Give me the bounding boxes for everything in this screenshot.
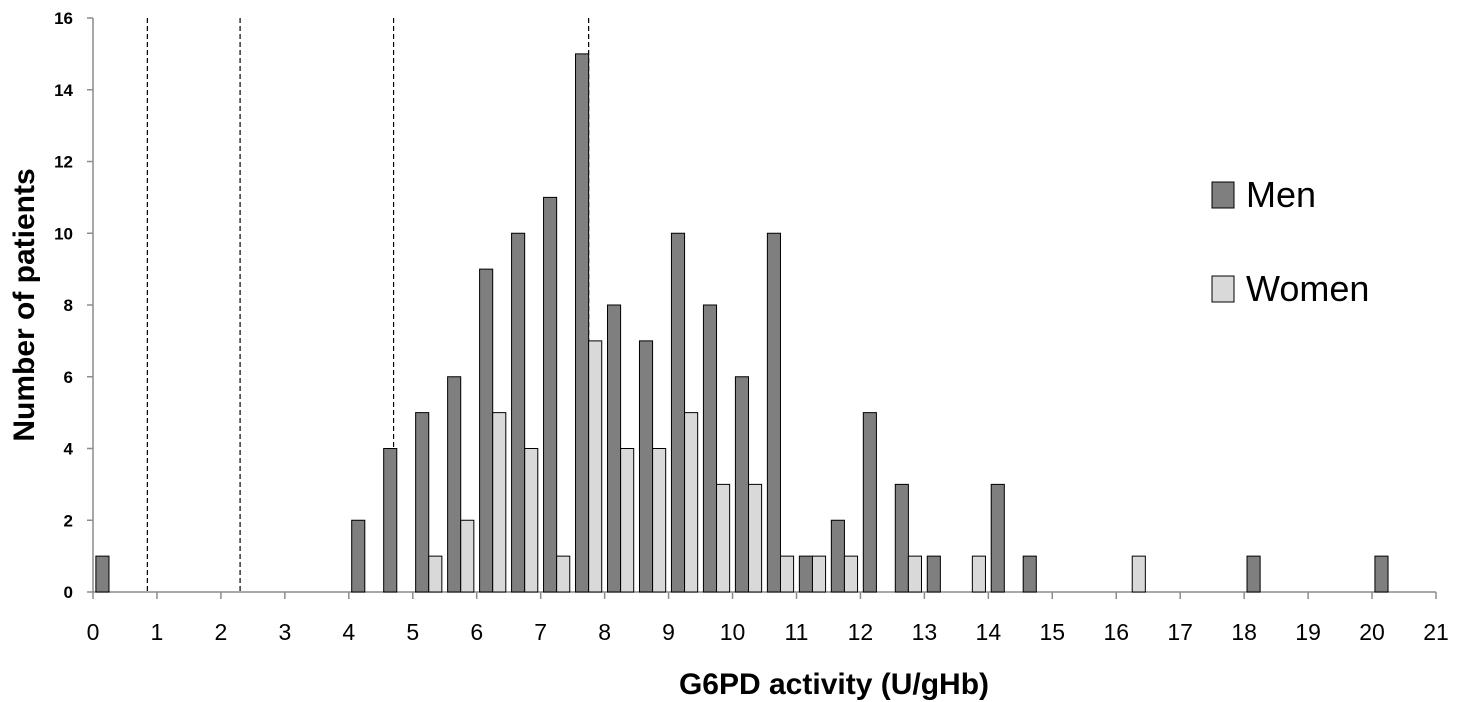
legend-swatch-women bbox=[1211, 275, 1235, 303]
y-tick-label: 8 bbox=[64, 296, 73, 315]
x-tick-label: 3 bbox=[278, 619, 291, 645]
bar-men bbox=[798, 555, 813, 593]
y-tick-label: 12 bbox=[54, 153, 73, 172]
x-tick-label: 12 bbox=[848, 619, 874, 645]
x-tick-label: 17 bbox=[1167, 619, 1193, 645]
bar-women bbox=[588, 340, 603, 593]
bar-men bbox=[734, 376, 750, 593]
bar-women bbox=[811, 555, 827, 593]
bar-women bbox=[652, 448, 667, 593]
bar-men bbox=[95, 555, 110, 593]
bar-men bbox=[543, 196, 558, 593]
x-tick-label: 19 bbox=[1295, 619, 1321, 645]
bar-men bbox=[894, 483, 909, 593]
bar-women bbox=[716, 483, 731, 593]
x-tick-label: 18 bbox=[1231, 619, 1257, 645]
x-axis-title: G6PD activity (U/gHb) bbox=[679, 668, 989, 701]
bar-women bbox=[1131, 555, 1146, 593]
bar-women bbox=[684, 412, 699, 593]
x-tick-label: 2 bbox=[215, 619, 228, 645]
x-tick-label: 1 bbox=[151, 619, 164, 645]
y-axis-ticks: 0 2 4 6 8 10 12 14 16 bbox=[54, 9, 93, 602]
y-axis-title: Number of patients bbox=[8, 168, 41, 441]
bar-men bbox=[1022, 555, 1037, 593]
x-tick-label: 11 bbox=[785, 619, 809, 645]
x-tick-label: 16 bbox=[1103, 619, 1129, 645]
bar-women bbox=[907, 555, 923, 593]
x-tick-label: 20 bbox=[1359, 619, 1385, 645]
bar-men bbox=[479, 268, 494, 593]
bar-men bbox=[606, 304, 622, 593]
bar-men bbox=[447, 376, 462, 593]
x-tick-label: 15 bbox=[1039, 619, 1065, 645]
bar-men bbox=[638, 340, 654, 593]
bar-women bbox=[971, 555, 986, 593]
bar-women bbox=[779, 555, 795, 593]
bar-men bbox=[670, 232, 686, 593]
bar-men bbox=[415, 412, 430, 593]
y-tick-label: 10 bbox=[54, 224, 73, 243]
x-tick-label: 5 bbox=[406, 619, 419, 645]
x-tick-label: 9 bbox=[662, 619, 675, 645]
legend: Men Women bbox=[1211, 174, 1369, 309]
bar-women bbox=[748, 483, 763, 593]
x-tick-label: 0 bbox=[87, 619, 100, 645]
bar-women bbox=[492, 412, 507, 593]
bar-women bbox=[460, 519, 475, 593]
y-tick-label: 14 bbox=[54, 81, 73, 100]
x-tick-label: 7 bbox=[534, 619, 547, 645]
bar-men bbox=[702, 304, 718, 593]
x-tick-label: 14 bbox=[976, 619, 1002, 645]
bar-men bbox=[575, 53, 590, 593]
bar-women bbox=[524, 448, 539, 593]
legend-swatch-men bbox=[1211, 181, 1235, 209]
bar-women bbox=[843, 555, 859, 593]
y-tick-label: 0 bbox=[64, 583, 73, 602]
bar-men bbox=[511, 232, 526, 593]
bar-men bbox=[766, 232, 781, 593]
y-tick-label: 16 bbox=[54, 9, 73, 28]
bar-women bbox=[556, 555, 571, 593]
bar-men bbox=[862, 412, 877, 593]
bar-men bbox=[926, 555, 941, 593]
legend-label-men: Men bbox=[1246, 174, 1316, 215]
x-tick-label: 6 bbox=[470, 619, 483, 645]
bar-women bbox=[428, 555, 443, 593]
x-axis-ticks: 0 1 2 3 4 5 6 7 8 9 10 11 12 13 14 15 16 17 18 19 20 21 bbox=[87, 592, 1449, 645]
y-tick-label: 2 bbox=[64, 511, 73, 530]
y-tick-label: 6 bbox=[64, 368, 73, 387]
x-tick-label: 10 bbox=[720, 619, 746, 645]
x-tick-label: 21 bbox=[1423, 619, 1449, 645]
bar-men bbox=[990, 483, 1005, 593]
bars-group bbox=[95, 53, 1389, 593]
x-tick-label: 8 bbox=[598, 619, 611, 645]
bar-men bbox=[1246, 555, 1261, 593]
bar-men bbox=[383, 448, 398, 593]
bar-men bbox=[830, 519, 845, 593]
x-tick-label: 13 bbox=[912, 619, 938, 645]
y-tick-label: 4 bbox=[64, 440, 74, 459]
bar-men bbox=[351, 519, 366, 593]
bar-men bbox=[1374, 555, 1389, 593]
legend-label-women: Women bbox=[1246, 268, 1369, 309]
bar-women bbox=[620, 448, 635, 593]
x-tick-label: 4 bbox=[342, 619, 355, 645]
